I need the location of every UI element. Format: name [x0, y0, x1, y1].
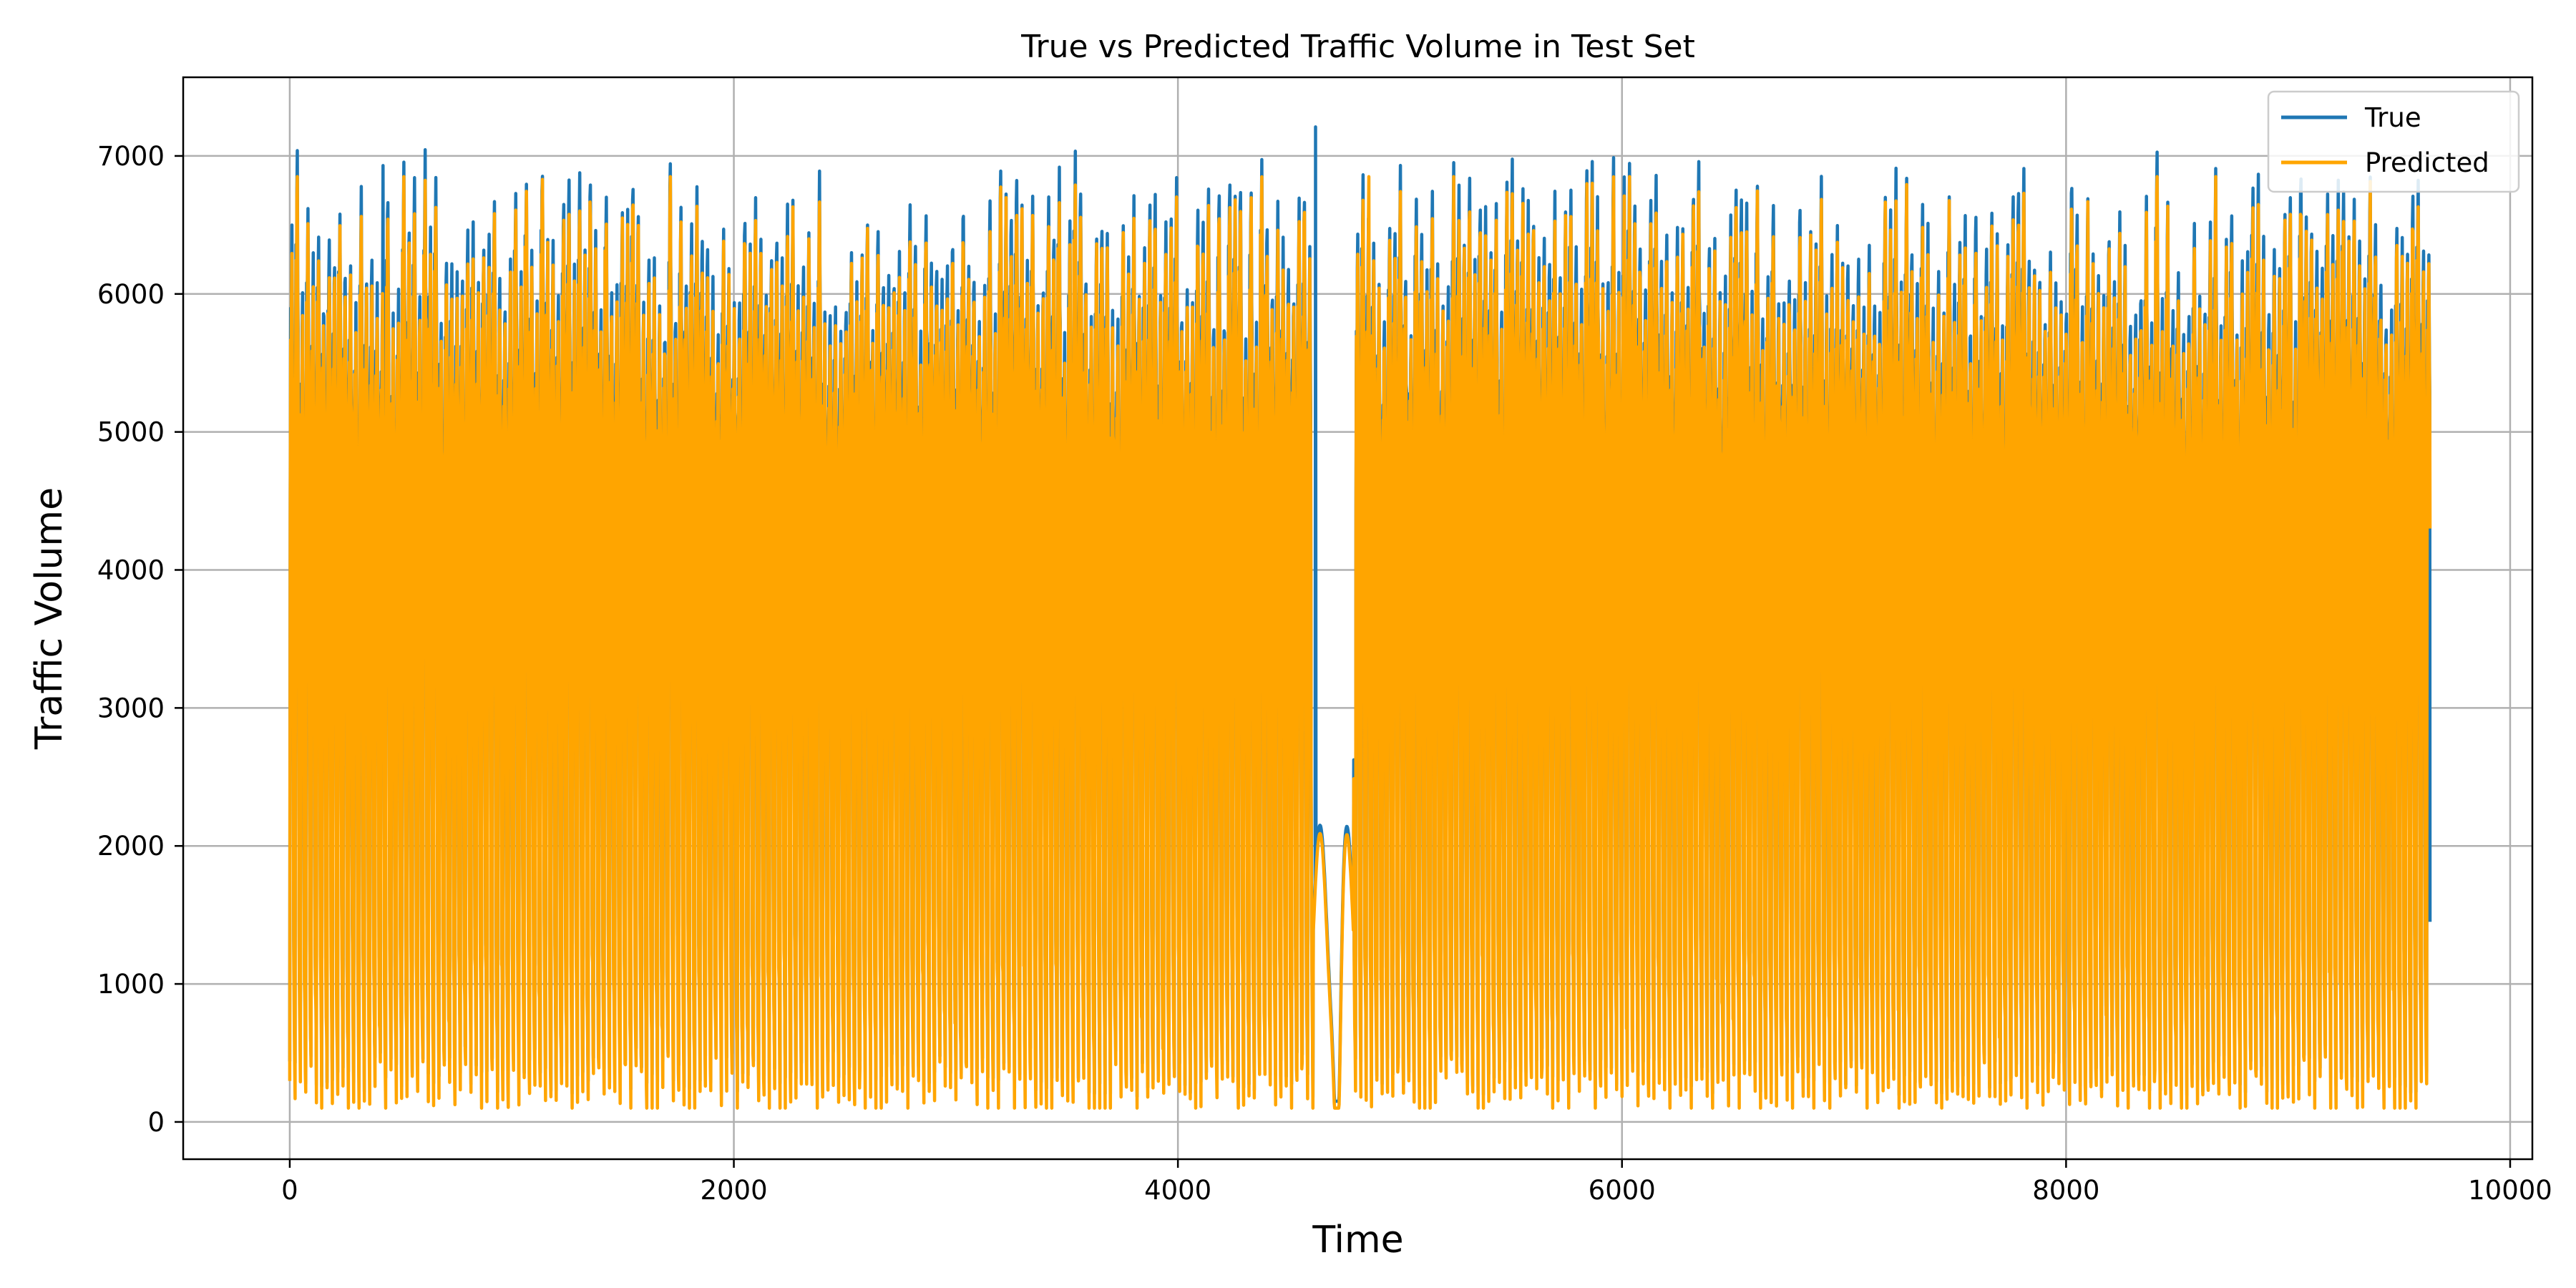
y-tick-label: 2000	[97, 831, 165, 862]
axis-ticks: 0 2000 4000 6000 8000 10000 0 1000 2000 3000 4000 5…	[97, 141, 2552, 1206]
x-tick-label: 8000	[2032, 1175, 2099, 1206]
y-axis-title: Traffic Volume	[28, 487, 71, 750]
plot-frame	[182, 76, 2534, 1161]
y-tick-label: 3000	[97, 693, 165, 723]
y-tick-label: 5000	[97, 417, 165, 448]
y-tick-label: 6000	[97, 279, 165, 310]
x-tick-label: 6000	[1589, 1175, 1656, 1206]
series-layer	[288, 125, 2432, 1110]
x-tick-label: 2000	[700, 1175, 767, 1206]
legend: True Predicted	[2267, 90, 2520, 193]
legend-label-predicted: Predicted	[2365, 147, 2489, 178]
y-tick-label: 4000	[97, 555, 165, 586]
y-tick-label: 7000	[97, 141, 165, 172]
x-tick-label: 10000	[2468, 1175, 2552, 1206]
x-tick-label: 4000	[1144, 1175, 1211, 1206]
y-tick-label: 1000	[97, 969, 165, 1000]
x-axis-title: Time	[1312, 1219, 1403, 1262]
chart-title: True vs Predicted Traffic Volume in Test…	[1020, 29, 1695, 65]
legend-label-true: True	[2364, 102, 2421, 133]
y-tick-label: 0	[147, 1107, 165, 1138]
x-tick-label: 0	[281, 1175, 298, 1206]
series-line-predicted	[288, 175, 2432, 1110]
